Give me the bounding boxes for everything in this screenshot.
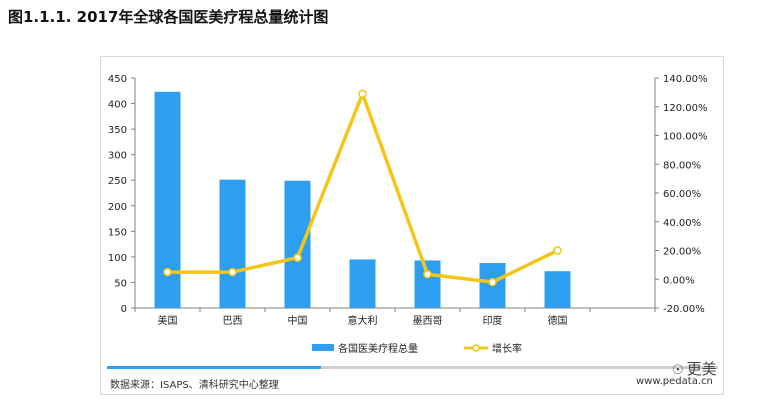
category-label: 墨西哥 [413,315,443,327]
category-label: 美国 [158,314,178,327]
left-tick-label: 0 [121,304,127,315]
left-tick-label: 200 [108,202,127,213]
legend-line-label: 增长率 [492,342,522,355]
left-tick-label: 300 [108,151,127,162]
growth-rate-point-5 [488,277,497,287]
left-tick-label: 400 [108,100,127,111]
right-tick-label: 80.00% [663,160,701,171]
legend-line-marker [472,344,480,352]
right-tick-label: 140.00% [663,74,708,85]
right-tick-label: 0.00% [663,275,695,286]
chart-frame [100,56,724,395]
right-tick-label: 120.00% [663,103,708,114]
left-tick-label: 250 [108,176,127,187]
bar-2 [284,180,311,308]
legend-bar-label: 各国医美疗程总量 [338,342,418,355]
watermark-text: 更美 [686,360,717,378]
left-tick-label: 450 [108,74,127,85]
bar-4 [414,260,441,308]
page-title: 图1.1.1. 2017年全球各国医美疗程总量统计图 [8,8,329,26]
right-tick-label: 100.00% [663,132,708,143]
growth-rate-point-1 [228,267,237,277]
growth-rate-point-2 [293,253,302,262]
growth-rate-point-3 [358,89,367,99]
right-tick-label: 20.00% [663,247,701,258]
category-label: 印度 [483,314,503,327]
growth-rate-point-6 [553,246,562,255]
growth-rate-point-0 [163,267,172,277]
left-tick-label: 350 [108,125,127,136]
watermark: ☉ 更美 [672,358,717,379]
site-url: www.pedata.cn [636,376,713,387]
category-label: 中国 [288,314,308,327]
source-note: 数据来源：ISAPS、清科研究中心整理 [110,380,279,391]
category-label: 德国 [548,314,568,327]
legend-bar-swatch [312,344,334,351]
bar-1 [219,179,246,308]
right-tick-label: -20.00% [663,304,705,315]
left-tick-label: 150 [108,227,127,238]
wechat-icon: ☉ [672,363,684,378]
bar-6 [544,271,571,308]
category-label: 巴西 [223,315,243,327]
right-tick-label: 60.00% [663,189,701,200]
growth-rate-point-4 [423,269,432,279]
left-tick-label: 100 [108,253,127,264]
right-tick-label: 40.00% [663,218,701,229]
progress-fill [107,366,321,369]
category-label: 意大利 [348,314,378,327]
progress-track [107,366,718,369]
left-tick-label: 50 [114,278,127,289]
bar-3 [349,259,376,308]
